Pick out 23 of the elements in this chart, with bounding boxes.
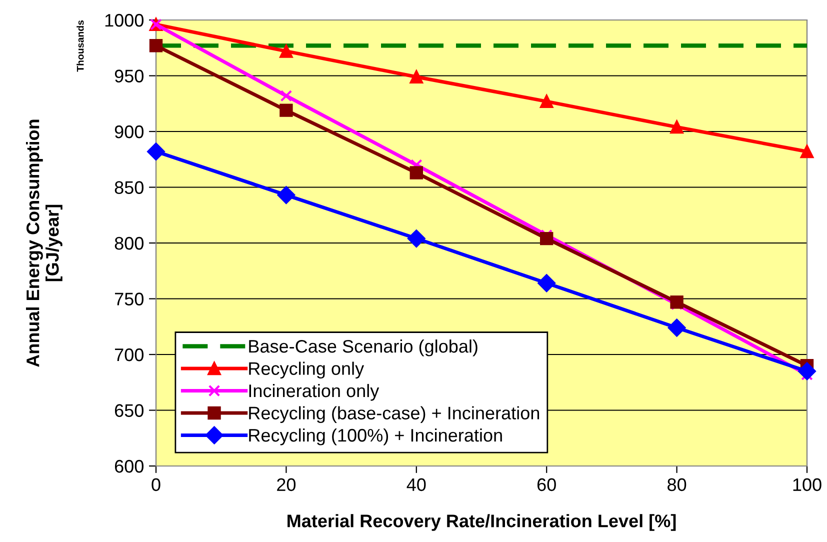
legend-label: Incineration only xyxy=(249,384,380,401)
y-tick-label: 650 xyxy=(114,404,144,417)
y-tick-label: 1000 xyxy=(105,14,144,27)
y-tick-label: 800 xyxy=(114,236,144,250)
text: Thousands xyxy=(76,20,84,72)
y-tick-label: 750 xyxy=(115,292,144,306)
y-tick-label: 900 xyxy=(114,125,144,138)
y-tick-label: 600 xyxy=(114,460,144,473)
legend-label: Recycling (base-case) + Incineration xyxy=(249,406,540,424)
x-tick-label: 60 xyxy=(537,478,556,492)
legend-label: Recycling only xyxy=(249,362,364,379)
y-tick-label: 700 xyxy=(115,348,144,362)
y-tick-label: 950 xyxy=(114,70,144,82)
x-tick-label: 20 xyxy=(277,478,296,492)
x-axis-title: Material Recovery Rate/Incineration Level [%] xyxy=(288,514,676,531)
y-tick-label: 850 xyxy=(114,181,144,194)
legend-label: Base-Case Scenario (global) xyxy=(249,339,478,356)
x-tick-label: 0 xyxy=(152,478,160,492)
x-tick-label: 40 xyxy=(406,478,426,492)
legend-label: Recycling (100%) + Incineration xyxy=(249,428,502,446)
x-tick-label: 80 xyxy=(668,478,686,492)
y-axis-title: Annual Energy Consumption [GJ/year] xyxy=(26,120,62,367)
x-tick-label: 100 xyxy=(793,478,822,492)
